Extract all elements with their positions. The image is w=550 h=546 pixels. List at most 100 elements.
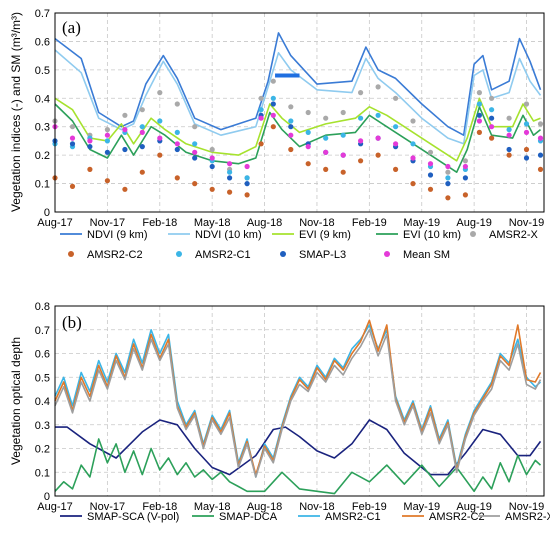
x-tick-label: May-18 [194,217,231,229]
point-amsr2-x [358,90,364,96]
legend-item-evi-10-km: EVI (10 km) [376,229,461,241]
point-mean-sm [192,149,198,155]
y-tick-label: 0.3 [35,420,50,432]
x-tick-label: Nov-18 [299,501,334,513]
panel-a-y-ticks: 0 0.1 0.2 0.3 0.4 0.5 0.6 0.7 [35,8,50,219]
panel-b-label: (b) [62,313,82,332]
point-amsr2-x [270,78,276,84]
point-amsr2-c1 [174,129,180,135]
point-amsr2-c1 [104,138,110,144]
point-smap-l3 [288,124,294,130]
point-amsr2-c2 [476,129,482,135]
point-amsr2-c1 [157,118,163,124]
point-mean-sm [174,141,180,147]
point-mean-sm [69,135,76,141]
point-amsr2-c2 [323,166,329,172]
point-mean-sm [305,144,311,150]
point-smap-l3 [523,155,530,161]
point-amsr2-c2 [489,135,495,141]
x-tick-label: Feb-19 [352,501,387,513]
legend-swatch [280,251,286,257]
legend-label: NDVI (10 km) [195,229,262,241]
panel-b-x-ticks: Aug-17 Nov-17 Feb-18 May-18 Aug-18 Nov-18 Feb-… [37,501,544,513]
point-amsr2-x [476,90,482,96]
legend-swatch [384,251,390,257]
x-tick-label: Nov-17 [90,217,125,229]
point-amsr2-c2 [375,152,381,158]
series-line-ndvi-10-km [54,49,542,145]
y-tick-label: 0.2 [35,444,50,456]
y-tick-label: 0.1 [35,467,50,479]
panel-b-legend: SMAP-SCA (V-pol) SMAP-DCA AMSR2-C1 AMSR2-C2… [60,511,550,523]
y-tick-label: 0.8 [35,301,50,313]
point-amsr2-c1 [340,132,346,138]
legend-item-amsr2-x: AMSR2-X [478,511,550,523]
point-amsr2-c2 [506,152,512,158]
point-mean-sm [393,141,399,147]
legend-item-evi-9-km: EVI (9 km) [272,229,351,241]
y-tick-label: 0.4 [35,396,50,408]
x-tick-label: Aug-17 [37,217,72,229]
point-amsr2-c2 [523,146,530,153]
point-amsr2-c2 [340,169,346,175]
x-tick-label: Aug-18 [247,501,282,513]
x-tick-label: May-18 [194,501,231,513]
point-amsr2-c1 [375,112,381,118]
point-smap-l3 [270,101,276,107]
point-amsr2-x [122,112,128,118]
point-mean-sm [244,163,250,170]
point-amsr2-x [523,101,530,107]
point-smap-l3 [476,112,482,118]
point-amsr2-c2 [427,186,434,192]
panel-a-label: (a) [62,18,81,37]
point-amsr2-x [489,95,495,101]
x-tick-label: Aug-18 [247,217,282,229]
x-tick-label: Aug-19 [456,217,491,229]
legend-label: AMSR2-C2 [87,249,143,261]
panel-a-y-axis-label: Vegetation indices (-) and SM (m³/m³) [9,12,23,212]
legend-label: AMSR2-C2 [429,511,485,523]
point-smap-l3 [174,146,180,153]
y-tick-label: 0.5 [35,65,50,77]
legend-label: AMSR2-X [489,229,539,241]
y-tick-label: 0 [44,491,50,503]
point-mean-sm [122,127,128,133]
point-mean-sm [87,138,93,144]
series-line-evi-9-km [54,97,541,162]
point-amsr2-x [288,104,294,110]
y-tick-label: 0.2 [35,150,50,162]
point-amsr2-x [445,169,451,175]
x-tick-label: Feb-18 [142,501,177,513]
y-tick-label: 0.1 [35,179,50,191]
legend-swatch [176,251,182,257]
point-mean-sm [476,118,482,124]
point-smap-l3 [506,146,512,153]
y-tick-label: 0.3 [35,122,50,134]
legend-label: EVI (9 km) [299,229,351,241]
legend-item-amsr2-x: AMSR2-X [470,229,539,241]
panel-a-grid [55,13,544,212]
point-mean-sm [209,155,215,161]
x-tick-label: May-19 [403,501,440,513]
point-amsr2-x [427,149,434,155]
y-tick-label: 0 [44,207,50,219]
point-smap-l3 [489,115,495,121]
point-mean-sm [506,132,512,138]
point-amsr2-c2 [174,175,180,181]
point-amsr2-c2 [358,158,364,164]
point-amsr2-c1 [288,118,294,124]
point-amsr2-c2 [157,152,163,158]
point-amsr2-c2 [305,161,311,167]
point-amsr2-c2 [270,124,276,130]
point-mean-sm [489,124,495,130]
legend-label: AMSR2-C1 [325,511,381,523]
point-mean-sm [445,163,451,170]
point-amsr2-c2 [122,186,128,192]
panel-a-x-ticks: Aug-17 Nov-17 Feb-18 May-18 Aug-18 Nov-18 Feb-… [37,217,544,229]
series-line-smap-sca-v-pol [55,419,542,476]
x-tick-label: May-19 [403,217,440,229]
legend-label: AMSR2-X [505,511,550,523]
point-amsr2-c2 [462,192,468,198]
y-tick-label: 0.5 [35,372,50,384]
